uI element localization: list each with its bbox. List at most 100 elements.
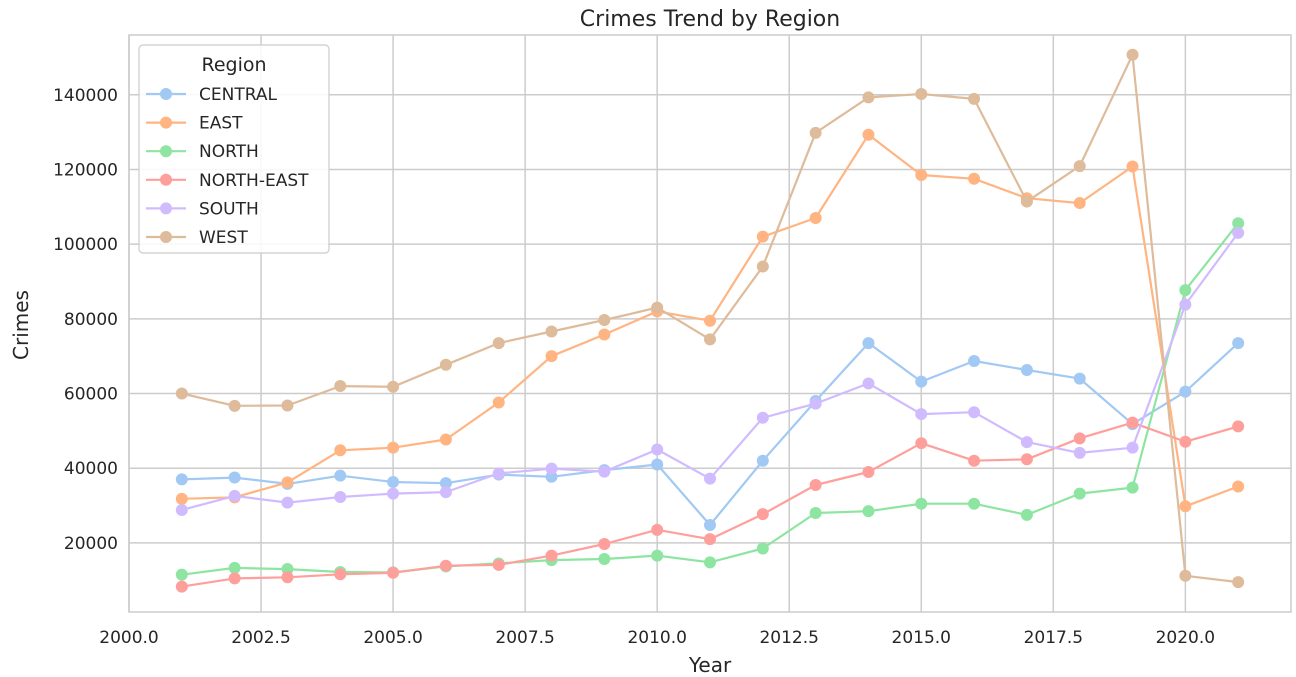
data-point-central bbox=[915, 375, 928, 388]
data-point-north-east bbox=[281, 571, 294, 584]
data-point-central bbox=[387, 476, 400, 489]
data-point-south bbox=[281, 496, 294, 509]
legend-item-west: WEST bbox=[146, 228, 248, 248]
legend-marker bbox=[160, 88, 172, 100]
legend-label: NORTH-EAST bbox=[199, 171, 309, 191]
data-point-north-east bbox=[968, 454, 981, 467]
data-point-north-east bbox=[1073, 432, 1086, 445]
x-tick-label: 2017.5 bbox=[1024, 628, 1083, 648]
y-tick-label: 100000 bbox=[53, 235, 118, 255]
y-tick-label: 40000 bbox=[64, 459, 118, 479]
data-point-north-east bbox=[175, 580, 188, 593]
legend-item-central: CENTRAL bbox=[146, 85, 277, 105]
data-point-west bbox=[281, 399, 294, 412]
data-point-south bbox=[1073, 446, 1086, 459]
data-point-east bbox=[915, 169, 928, 182]
series-west bbox=[175, 48, 1245, 589]
data-point-north-east bbox=[704, 533, 716, 546]
data-point-west bbox=[704, 333, 716, 346]
data-point-central bbox=[1179, 385, 1192, 398]
plot-frame bbox=[128, 34, 1292, 613]
data-point-north bbox=[862, 505, 875, 518]
legend-label: NORTH bbox=[199, 142, 259, 162]
data-point-central bbox=[862, 337, 875, 350]
data-point-east bbox=[862, 128, 875, 141]
data-point-north bbox=[1179, 284, 1192, 297]
x-tick-label: 2020.0 bbox=[1156, 628, 1215, 648]
data-point-west bbox=[1232, 576, 1245, 589]
series-central bbox=[175, 337, 1245, 531]
data-point-east bbox=[281, 476, 294, 489]
legend-marker bbox=[160, 231, 172, 243]
data-point-central bbox=[334, 469, 347, 482]
legend-label: EAST bbox=[199, 114, 243, 134]
data-point-north bbox=[1126, 481, 1139, 494]
data-point-west bbox=[334, 380, 347, 393]
data-point-west bbox=[492, 337, 505, 350]
data-point-north bbox=[228, 561, 241, 574]
data-point-west bbox=[809, 126, 822, 139]
data-point-east bbox=[1126, 160, 1139, 173]
x-tick-label: 2002.5 bbox=[231, 628, 290, 648]
data-point-west bbox=[1020, 195, 1033, 208]
legend-item-south: SOUTH bbox=[146, 199, 259, 219]
y-tick-label: 60000 bbox=[64, 385, 118, 405]
data-point-central bbox=[545, 470, 558, 483]
data-point-east bbox=[809, 211, 822, 224]
legend-marker bbox=[160, 145, 172, 158]
data-point-west bbox=[598, 313, 611, 326]
data-point-north bbox=[1073, 487, 1086, 500]
data-point-central bbox=[1073, 372, 1086, 385]
data-point-south bbox=[492, 467, 505, 480]
data-point-west bbox=[915, 88, 928, 101]
data-point-west bbox=[651, 301, 664, 314]
data-point-east bbox=[704, 314, 716, 327]
data-point-west bbox=[862, 91, 875, 104]
data-point-west bbox=[175, 387, 188, 400]
data-point-north-east bbox=[1020, 453, 1033, 466]
data-point-east bbox=[492, 396, 505, 409]
data-point-north bbox=[1232, 217, 1245, 230]
data-point-south bbox=[1179, 298, 1192, 311]
legend-item-east: EAST bbox=[146, 114, 243, 134]
x-axis-label: Year bbox=[688, 653, 732, 677]
data-point-north bbox=[281, 563, 294, 576]
y-tick-label: 140000 bbox=[53, 86, 118, 106]
x-tick-label: 2010.0 bbox=[627, 628, 686, 648]
data-point-south bbox=[809, 397, 822, 410]
x-tick-label: 2012.5 bbox=[759, 628, 818, 648]
data-point-north-east bbox=[334, 568, 347, 581]
data-point-north-east bbox=[492, 558, 505, 571]
x-tick-label: 2000.0 bbox=[99, 628, 158, 648]
data-point-central bbox=[1020, 363, 1033, 376]
data-point-south bbox=[1020, 436, 1033, 449]
y-axis-label: Crimes bbox=[9, 290, 33, 360]
x-tick-label: 2015.0 bbox=[892, 628, 951, 648]
data-point-west bbox=[387, 380, 400, 393]
data-point-east bbox=[175, 492, 188, 505]
legend-label: WEST bbox=[199, 228, 248, 248]
data-point-north bbox=[809, 507, 822, 520]
x-tick-label: 2005.0 bbox=[363, 628, 422, 648]
data-point-west bbox=[1126, 48, 1139, 61]
data-point-east bbox=[439, 433, 452, 446]
series-lines bbox=[175, 48, 1245, 593]
y-tick-label: 20000 bbox=[64, 534, 118, 554]
data-point-central bbox=[228, 471, 241, 484]
chart-title: Crimes Trend by Region bbox=[580, 7, 840, 32]
data-point-central bbox=[704, 518, 716, 531]
legend-label: SOUTH bbox=[199, 199, 259, 219]
legend-label: CENTRAL bbox=[199, 85, 277, 105]
data-point-north bbox=[756, 542, 769, 555]
data-point-south bbox=[439, 486, 452, 499]
legend: Region CENTRAL EAST NORTH NORTH-EAST SOUTH WE… bbox=[138, 44, 330, 254]
data-point-central bbox=[1232, 337, 1245, 350]
data-point-north-east bbox=[228, 572, 241, 585]
data-point-south bbox=[968, 406, 981, 419]
data-point-central bbox=[651, 458, 664, 471]
data-point-west bbox=[756, 260, 769, 273]
data-point-south bbox=[1232, 226, 1245, 239]
data-point-north bbox=[704, 556, 716, 569]
y-axis-ticks: 20000 40000 60000 80000 100000 120000 140000 bbox=[53, 86, 118, 554]
